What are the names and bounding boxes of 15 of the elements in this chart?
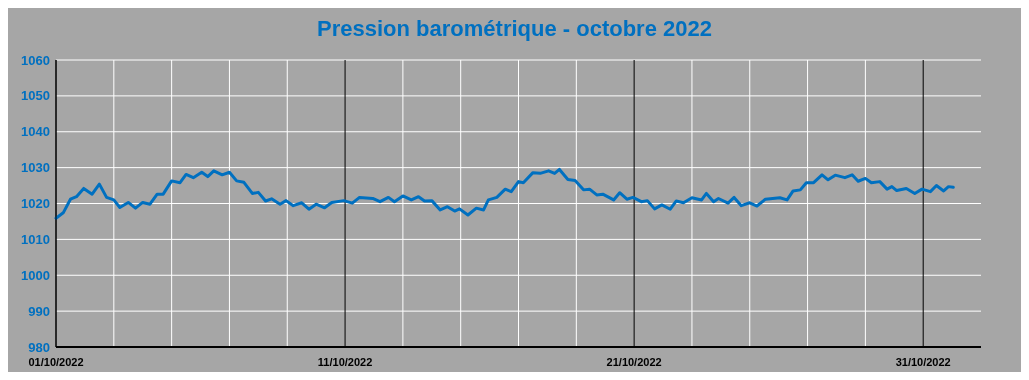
line-series bbox=[54, 167, 955, 220]
x-tick-label: 21/10/2022 bbox=[606, 356, 662, 368]
y-tick-label: 1010 bbox=[21, 231, 50, 247]
y-tick-label: 990 bbox=[28, 303, 50, 319]
y-tick-label: 980 bbox=[28, 339, 50, 355]
x-tick-label: 31/10/2022 bbox=[895, 356, 951, 368]
y-tick-label: 1050 bbox=[21, 88, 50, 104]
y-tick-label: 1000 bbox=[21, 267, 50, 283]
y-tick-label: 1030 bbox=[21, 160, 50, 176]
y-tick-label: 1020 bbox=[21, 196, 50, 212]
x-tick-label: 01/10/2022 bbox=[28, 356, 84, 368]
y-tick-label: 1040 bbox=[21, 124, 50, 140]
x-tick-label: 11/10/2022 bbox=[317, 356, 373, 368]
chart-title: Pression barométrique - octobre 2022 bbox=[317, 16, 712, 41]
y-tick-label: 1060 bbox=[21, 52, 50, 68]
